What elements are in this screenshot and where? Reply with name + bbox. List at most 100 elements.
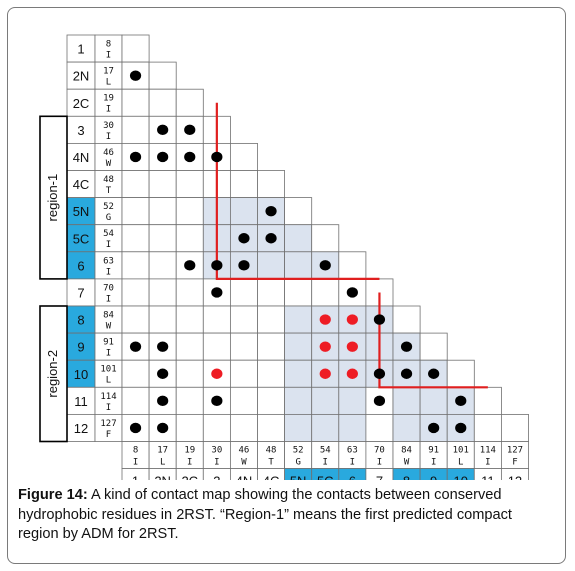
map-cell <box>202 305 231 334</box>
column-position-label: 7 <box>376 474 383 481</box>
row-residue-number: 84 <box>103 311 114 321</box>
column-position-cell <box>473 468 502 480</box>
map-cell <box>284 278 313 307</box>
map-cell <box>284 332 313 361</box>
map-cell <box>121 359 150 388</box>
map-cell <box>175 413 204 442</box>
row-residue-number: 8 <box>106 40 111 50</box>
column-residue-number: 8 <box>133 446 138 456</box>
map-cell <box>229 278 258 307</box>
map-cell <box>284 386 313 415</box>
map-cell <box>121 386 150 415</box>
map-cell <box>121 251 150 280</box>
column-code-cell <box>148 441 177 469</box>
map-cell <box>229 332 258 361</box>
column-position-label: 2C <box>181 474 198 481</box>
column-code-cell <box>202 441 231 469</box>
column-residue-letter: I <box>214 458 219 468</box>
column-position-cell <box>257 468 286 480</box>
column-position-cell <box>338 468 367 480</box>
map-cell <box>311 224 340 253</box>
column-residue-letter: L <box>160 458 165 468</box>
map-cell <box>257 386 286 415</box>
map-cell <box>338 386 367 415</box>
column-position-cell <box>419 468 448 480</box>
column-residue-number: 19 <box>184 446 195 456</box>
row-position-label: 4N <box>73 150 90 165</box>
map-cell <box>338 413 367 442</box>
column-position-cell <box>446 468 475 480</box>
row-position-cell <box>66 170 96 199</box>
column-residue-number: 114 <box>480 446 496 456</box>
column-position-cell <box>121 468 150 480</box>
column-residue-letter: I <box>187 458 192 468</box>
map-cell <box>500 413 529 442</box>
contact-dot <box>129 422 142 434</box>
map-cell <box>257 251 286 280</box>
region-1-side-bracket <box>39 115 68 280</box>
contact-dot <box>157 151 169 163</box>
row-residue-letter: W <box>106 159 112 169</box>
column-position-cell <box>284 468 313 480</box>
row-position-cell <box>66 88 96 117</box>
map-cell <box>148 88 177 117</box>
row-residue-letter: I <box>106 294 111 304</box>
contact-dot <box>455 395 467 407</box>
contact-dot <box>157 395 169 407</box>
map-cell <box>202 332 231 361</box>
map-cell <box>229 142 258 171</box>
column-position-cell <box>500 468 529 480</box>
region-2-side-bracket <box>39 305 68 443</box>
column-residue-number: 17 <box>157 446 168 456</box>
region-2-side-label: region-2 <box>45 350 60 398</box>
column-residue-number: 101 <box>453 446 469 456</box>
map-cell <box>121 197 150 226</box>
column-position-label: 8 <box>403 474 410 481</box>
map-cell <box>175 386 204 415</box>
column-residue-number: 54 <box>320 446 331 456</box>
contact-dot-red <box>319 368 331 379</box>
column-residue-letter: T <box>268 458 274 468</box>
column-position-label: 4N <box>236 474 253 481</box>
map-cell <box>148 197 177 226</box>
row-residue-letter: I <box>106 132 111 142</box>
row-position-cell <box>66 34 96 63</box>
contact-dot <box>455 422 467 434</box>
map-cell <box>229 359 258 388</box>
column-residue-letter: I <box>350 458 355 468</box>
map-cell <box>229 197 258 226</box>
map-cell <box>446 359 475 388</box>
map-cell <box>121 224 150 253</box>
map-cell <box>121 88 150 117</box>
map-cell <box>202 413 231 442</box>
column-position-cell <box>365 468 394 480</box>
row-position-label: 8 <box>77 313 84 328</box>
map-cell <box>257 413 286 442</box>
row-position-label: 3 <box>77 123 84 138</box>
map-cell <box>175 305 204 334</box>
map-cell <box>175 332 204 361</box>
column-position-label: 5N <box>290 474 307 481</box>
row-residue-number: 48 <box>103 175 114 185</box>
map-cell <box>392 386 421 415</box>
map-cell <box>175 359 204 388</box>
column-residue-number: 30 <box>211 446 222 456</box>
contact-dot <box>428 422 440 434</box>
row-residue-letter: I <box>106 51 111 61</box>
contact-dot <box>400 341 413 352</box>
row-residue-number: 127 <box>100 419 116 429</box>
row-residue-letter: I <box>106 240 111 250</box>
map-cell <box>121 170 150 199</box>
row-position-label: 1 <box>77 42 84 57</box>
map-cell <box>175 197 204 226</box>
map-cell <box>365 413 394 442</box>
contact-dot <box>157 341 169 352</box>
column-residue-letter: I <box>323 458 328 468</box>
contact-dot <box>265 205 277 217</box>
column-residue-number: 63 <box>347 446 358 456</box>
column-code-cell <box>500 441 529 469</box>
column-position-label: 6 <box>349 474 356 481</box>
row-residue-letter: F <box>106 430 111 440</box>
caption-label: Figure 14: <box>18 487 88 503</box>
row-residue-letter: I <box>106 267 111 277</box>
